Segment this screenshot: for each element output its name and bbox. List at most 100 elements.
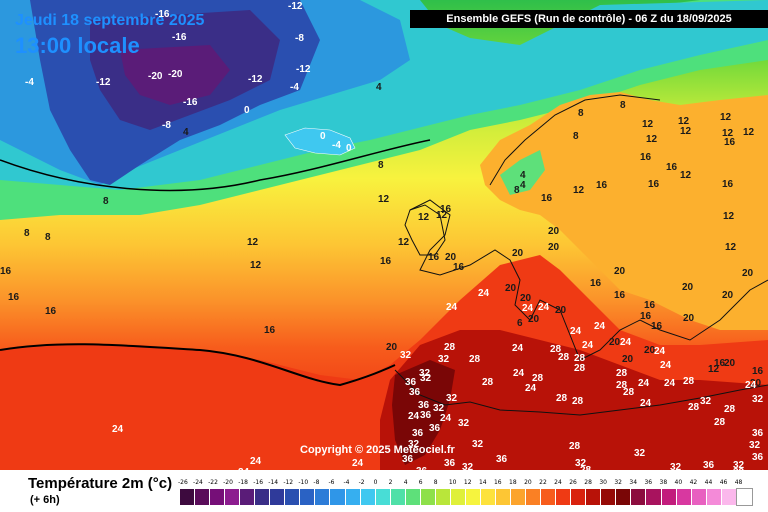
temperature-label: 24 [440,413,452,424]
temperature-label: 28 [532,373,544,384]
legend-swatch: 10 [449,479,466,505]
temperature-label: 32 [634,448,646,459]
temperature-label: 16 [648,179,660,190]
legend-swatch: 12 [463,479,481,505]
legend-swatch: -8 [313,479,331,505]
legend-swatch: -20 [223,479,241,505]
temperature-label: 12 [378,194,390,205]
temperature-label: -16 [183,97,198,108]
scandinavia [480,92,768,330]
legend-color-block [420,489,436,505]
temperature-label: 20 [386,342,398,353]
legend-color-block [255,489,271,505]
legend-swatch: -6 [328,479,346,505]
temperature-label: 24 [525,383,537,394]
legend-subtitle: (+ 6h) [30,494,60,506]
legend-tick-label: -2 [358,479,365,486]
temperature-label: 32 [420,373,432,384]
legend-swatch: -24 [193,479,211,505]
temperature-label: 0 [244,105,250,116]
temperature-label: 24 [620,337,632,348]
legend-color-block [330,489,346,505]
temperature-label: 20 [750,378,762,389]
legend-color-block [225,489,241,505]
temperature-label: 28 [623,387,635,398]
temperature-label: -16 [172,32,187,43]
contour-line-24 [0,343,396,387]
temperature-label: 36 [429,423,441,434]
legend-tick-label: 30 [599,479,607,486]
legend-swatch: 16 [494,479,512,505]
temperature-label: 32 [408,439,420,450]
temperature-label: 28 [574,363,586,374]
temperature-label: 28 [572,396,584,407]
temperature-label: 36 [752,428,764,439]
temperature-label: 16 [614,290,626,301]
temperature-label: 16 [428,252,440,263]
temperature-label: 12 [418,212,430,223]
legend-tick-label: 32 [614,479,622,486]
temperature-label: 16 [722,179,734,190]
legend-swatch: 32 [614,479,632,505]
temperature-label: 20 [682,282,694,293]
temperature-label: 24 [538,302,550,313]
legend-swatch: 18 [509,479,527,505]
legend-color-block [435,489,451,505]
legend-swatch: 2 [389,479,406,505]
run-header: Ensemble GEFS (Run de contrôle) - 06 Z d… [410,10,768,28]
legend-tick-label: 12 [463,479,472,486]
legend-swatch: -10 [298,479,316,505]
legend-tick-label: -4 [343,479,350,486]
legend-swatch: -26 [178,479,196,505]
temperature-label: 12 [723,211,735,222]
temperature-label: 28 [683,376,695,387]
temperature-label: 28 [482,377,494,388]
temperature-label: 28 [569,441,581,452]
temperature-label: 8 [45,232,51,243]
legend-tick-label: -10 [298,479,309,486]
temperature-label: 0 [320,131,326,142]
temperature-label: 32 [462,462,474,473]
temperature-label: 24 [745,380,757,391]
temperature-label: -4 [25,77,34,88]
legend-color-block [526,489,542,505]
legend-tick-label: -26 [178,479,188,486]
legend-color-block [270,489,286,505]
coastline-north-africa [394,369,768,416]
temperature-label: 24 [512,343,524,354]
temperature-label: 28 [556,393,568,404]
temperature-label: 16 [45,306,57,317]
temperature-label: 16 [264,325,276,336]
legend-tick-label: -6 [328,479,335,486]
legend-color-block [405,489,421,505]
temperature-label: 24 [582,340,594,351]
temperature-label: 24 [112,424,124,435]
temperature-label: 20 [528,314,540,325]
legend-swatch: -2 [358,479,376,505]
temperature-label: 24 [478,288,490,299]
legend-swatch: 0 [374,479,391,505]
temperature-label: -20 [168,69,183,80]
temperature-label: 8 [573,131,579,142]
legend-tick-label: -12 [283,479,294,486]
temperature-label: 8 [578,108,584,119]
legend-swatch: 22 [539,479,557,505]
temperature-label: 36 [420,410,432,421]
legend-tick-label: 18 [509,479,517,486]
legend-swatch: -22 [208,479,226,505]
temperature-label: 20 [548,226,560,237]
legend-tick-label: 38 [659,479,668,486]
legend-swatch: 46 [720,479,737,505]
temperature-label: 20 [644,345,656,356]
temperature-label: 24 [654,346,666,357]
scandinavia-coast [489,94,661,186]
legend-color-block [511,489,527,505]
temperature-label: -4 [290,82,299,93]
temperature-label: 4 [376,82,382,93]
temperature-label: 32 [472,439,484,450]
temperature-label: 36 [405,377,417,388]
legend-swatch: 28 [584,479,602,505]
temperature-label: 24 [522,303,534,314]
temperature-label: -8 [162,120,171,131]
